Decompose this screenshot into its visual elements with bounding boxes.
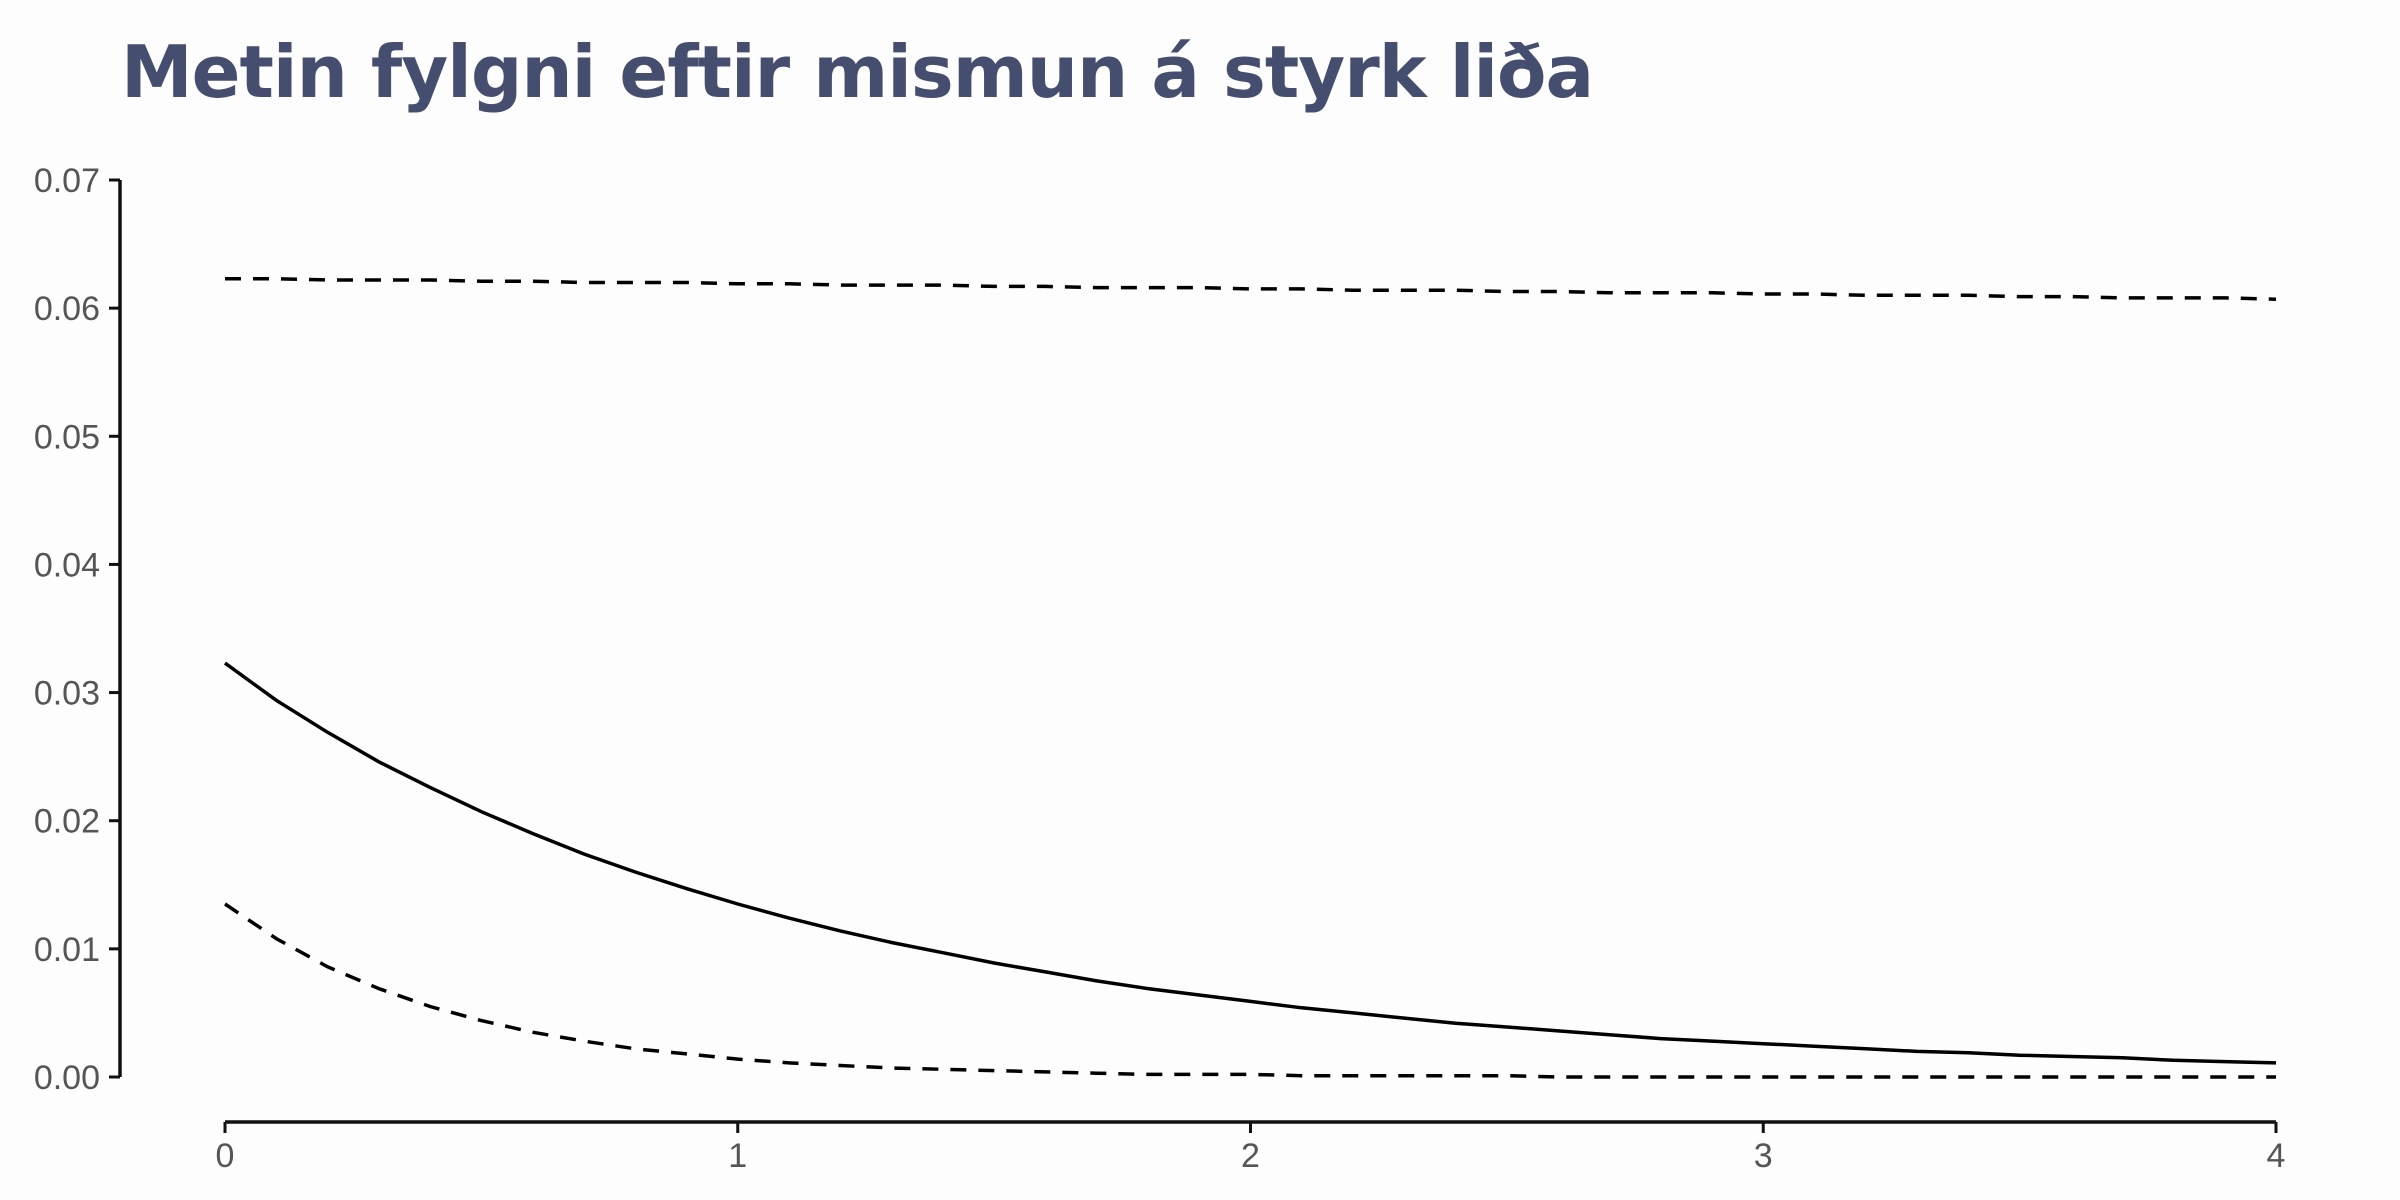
series-estimate-line [223,661,2277,1065]
x-tick-label: 3 [1754,1137,1773,1175]
y-tick-label: 0.03 [34,675,100,713]
series-upper-bound-line [225,276,2277,301]
x-tick-label: 1 [728,1137,747,1175]
y-tick-label: 0.01 [34,931,100,969]
x-tick-label: 2 [1241,1137,1260,1175]
y-tick-label: 0.06 [34,290,100,328]
x-axis: 0 1 2 3 4 [216,1120,2286,1175]
y-tick-label: 0.00 [34,1059,100,1097]
x-tick-label: 0 [216,1137,235,1175]
y-tick-label: 0.02 [34,803,100,841]
y-tick-label: 0.07 [34,162,100,200]
series-lower-bound-line [224,902,2276,1079]
y-tick-label: 0.04 [34,546,100,584]
series-layer [223,276,2277,1079]
y-tick-label: 0.05 [34,418,100,456]
x-tick-label: 4 [2267,1137,2286,1175]
y-axis: 0.00 0.01 0.02 0.03 0.04 0.05 0.06 0.07 [34,162,122,1097]
chart-title: Metin fylgni eftir mismun á styrk liða [121,30,1594,114]
